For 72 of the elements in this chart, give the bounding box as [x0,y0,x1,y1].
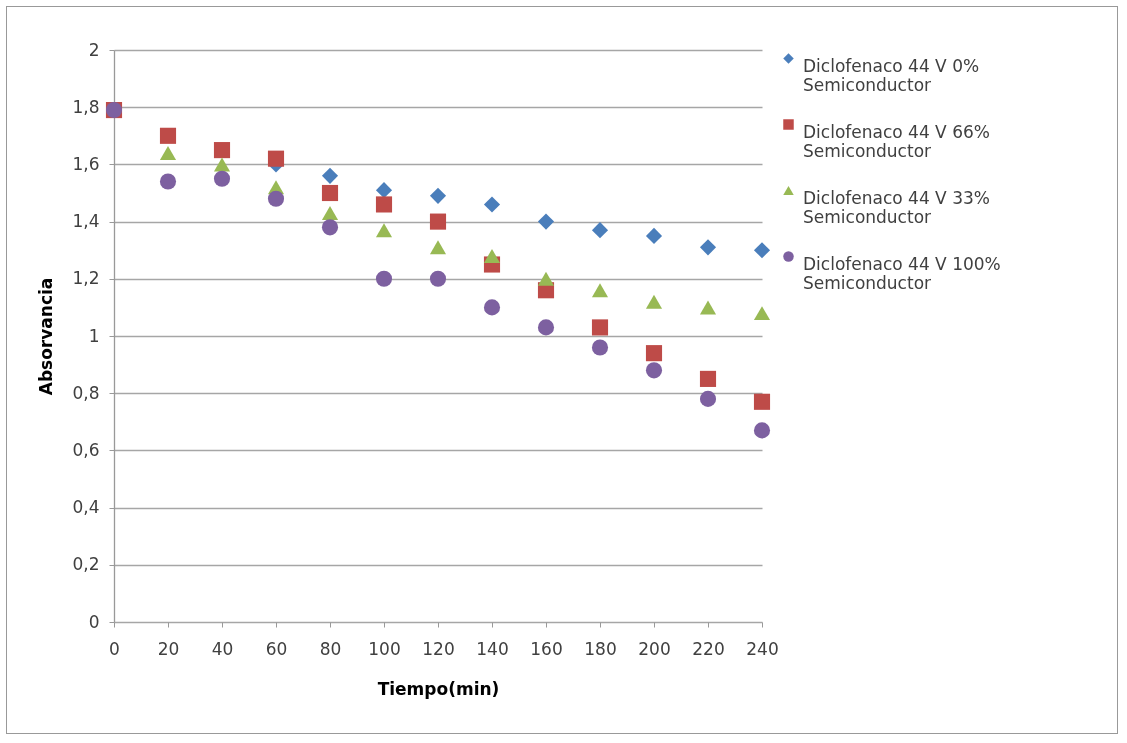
point [375,196,393,213]
point [591,339,609,356]
y-tick-label: 1,8 [72,96,100,117]
point [159,145,177,160]
point [699,390,717,407]
point [699,370,717,387]
x-tick-label: 0 [109,638,120,659]
legend-label: Diclofenaco 44 V 0% Semiconductor [803,55,980,95]
point [321,167,339,184]
y-tick-label: 0 [88,611,100,632]
point [267,190,285,207]
point [483,248,501,263]
y-tick-label: 1,2 [72,268,100,289]
y-tick-label: 2 [88,39,100,60]
point [699,239,717,256]
y-tick-label: 0,2 [72,554,100,575]
point [591,319,609,336]
x-tick-label: 200 [638,638,671,659]
point [699,300,717,315]
x-tick-label: 180 [584,638,617,659]
point [591,283,609,298]
point [645,345,663,362]
point [159,173,177,190]
point [537,271,555,286]
y-tick-label: 1 [88,325,100,346]
y-tick-label: 0,8 [72,382,100,403]
point [375,182,393,199]
point [537,213,555,230]
x-tick-label: 60 [265,638,288,659]
point [159,127,177,144]
legend-label: Diclofenaco 44 V 100% Semiconductor [803,253,1001,293]
y-tick-label: 1,6 [72,153,100,174]
point [267,150,285,167]
legend-label: Diclofenaco 44 V 33% Semiconductor [803,187,990,227]
y-axis-title: Absorvancia [36,277,57,396]
point [483,196,501,213]
x-tick-label: 160 [530,638,563,659]
point [321,219,339,236]
point [429,240,447,255]
x-tick-label: 140 [476,638,509,659]
y-tick-label: 0,4 [72,497,100,518]
point [645,294,663,309]
point [483,299,501,316]
point [321,206,339,220]
point [645,227,663,244]
point [429,270,447,287]
y-tick-label: 1,4 [72,211,100,232]
x-tick-label: 120 [422,638,455,659]
x-tick-label: 220 [692,638,725,659]
point [375,270,393,287]
legend-label: Diclofenaco 44 V 66% Semiconductor [803,121,990,161]
x-tick-label: 100 [368,638,401,659]
point [213,157,231,172]
x-tick-label: 80 [319,638,342,659]
point [213,170,231,187]
point [591,222,609,239]
point [645,362,663,379]
point [213,142,231,159]
point [321,184,339,202]
point [753,393,771,410]
y-tick-label: 0,6 [72,439,100,460]
x-tick-label: 40 [211,638,234,659]
point [429,213,447,230]
point [753,422,771,439]
point [537,319,555,336]
point [753,306,771,321]
x-tick-label: 20 [157,638,180,659]
point [753,242,771,259]
point [375,223,393,238]
x-axis-title: Tiempo(min) [377,678,500,699]
point [429,187,447,204]
x-tick-label: 240 [746,638,779,659]
